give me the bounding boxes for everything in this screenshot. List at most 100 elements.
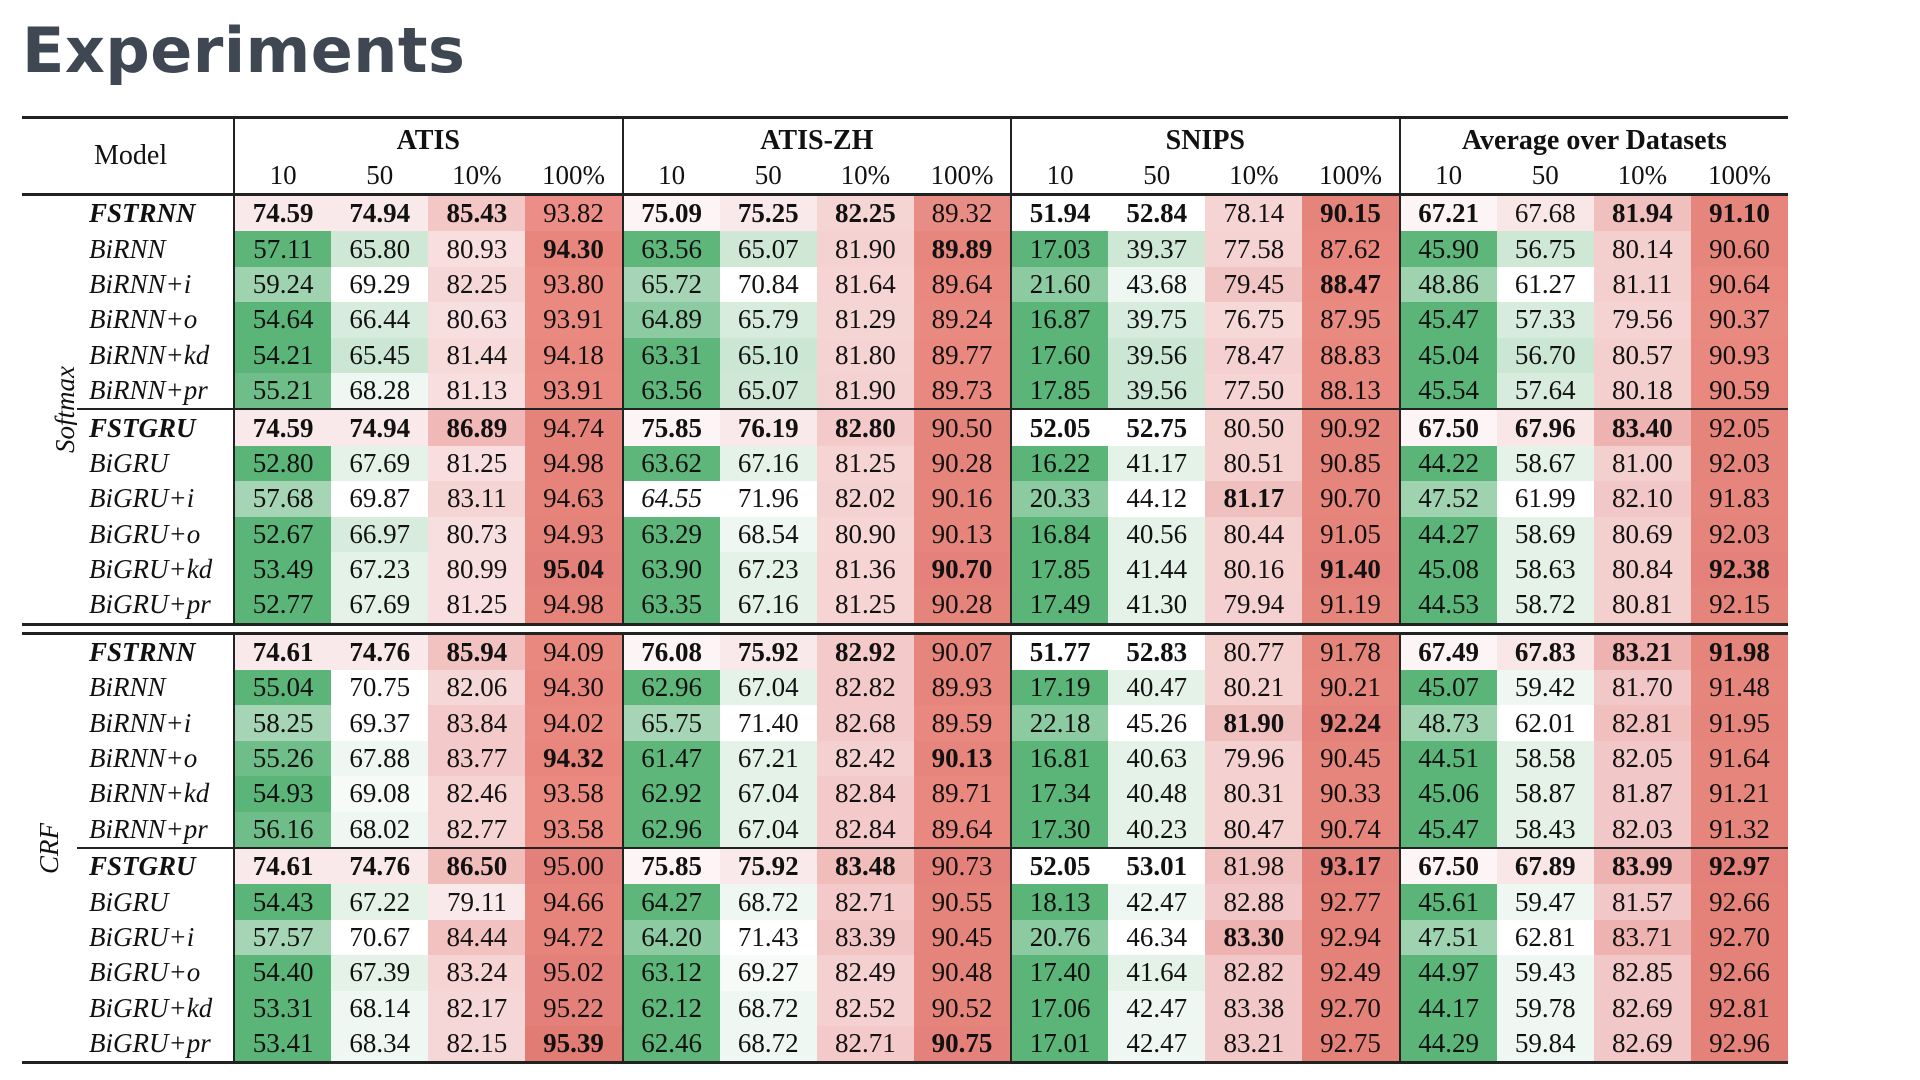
value-cell: 62.81 bbox=[1496, 919, 1594, 956]
value-cell: 69.87 bbox=[331, 481, 429, 517]
table-row: BiGRU+kd 53.49 67.23 80.99 95.04 63.90 67.23 81… bbox=[22, 551, 1789, 588]
value-cell: 44.27 bbox=[1398, 516, 1497, 552]
value-cell: 75.85 bbox=[621, 408, 720, 446]
value-cell: 85.43 bbox=[428, 193, 526, 232]
value-cell: 17.85 bbox=[1010, 551, 1109, 588]
value-cell: 89.24 bbox=[913, 302, 1012, 338]
model-column-header: Model bbox=[22, 116, 235, 196]
value-cell: 93.82 bbox=[525, 193, 623, 232]
value-cell: 94.63 bbox=[525, 481, 623, 517]
group-header: ATIS bbox=[233, 116, 623, 157]
value-cell: 92.97 bbox=[1690, 847, 1789, 885]
value-cell: 68.72 bbox=[719, 990, 817, 1026]
value-cell: 44.97 bbox=[1398, 955, 1497, 991]
value-cell: 81.94 bbox=[1593, 193, 1691, 232]
value-cell: 94.32 bbox=[525, 740, 623, 777]
value-cell: 53.01 bbox=[1108, 847, 1206, 885]
value-cell: 53.31 bbox=[233, 990, 332, 1026]
value-cell: 93.17 bbox=[1302, 847, 1400, 885]
value-cell: 40.47 bbox=[1108, 670, 1206, 706]
value-cell: 45.90 bbox=[1398, 231, 1497, 267]
results-table-container: Model ATIS ATIS-ZH SNIPS Average over Datase… bbox=[22, 116, 1789, 1065]
value-cell: 17.06 bbox=[1010, 990, 1109, 1026]
value-cell: 66.44 bbox=[331, 302, 429, 338]
value-cell: 65.80 bbox=[331, 231, 429, 267]
value-cell: 87.95 bbox=[1302, 302, 1400, 338]
value-cell: 20.33 bbox=[1010, 481, 1109, 517]
value-cell: 94.98 bbox=[525, 587, 623, 626]
value-cell: 81.00 bbox=[1593, 445, 1691, 482]
value-cell: 76.19 bbox=[719, 408, 817, 446]
value-cell: 83.21 bbox=[1593, 631, 1691, 671]
value-cell: 90.93 bbox=[1690, 337, 1789, 373]
value-cell: 94.02 bbox=[525, 705, 623, 741]
value-cell: 89.77 bbox=[913, 337, 1012, 373]
value-cell: 82.85 bbox=[1593, 955, 1691, 991]
value-cell: 48.86 bbox=[1398, 266, 1497, 303]
value-cell: 79.94 bbox=[1205, 587, 1303, 626]
value-cell: 90.07 bbox=[913, 631, 1012, 671]
value-cell: 65.07 bbox=[719, 372, 817, 410]
value-cell: 81.64 bbox=[816, 266, 914, 303]
value-cell: 58.67 bbox=[1496, 445, 1594, 482]
subcolumn-header: 100% bbox=[525, 157, 623, 196]
value-cell: 95.00 bbox=[525, 847, 623, 885]
value-cell: 63.29 bbox=[621, 516, 720, 552]
value-cell: 64.20 bbox=[621, 919, 720, 956]
value-cell: 92.49 bbox=[1302, 955, 1400, 991]
value-cell: 17.03 bbox=[1010, 231, 1109, 267]
value-cell: 58.58 bbox=[1496, 740, 1594, 777]
value-cell: 74.61 bbox=[233, 631, 332, 671]
value-cell: 82.84 bbox=[816, 811, 914, 849]
value-cell: 82.82 bbox=[1205, 955, 1303, 991]
value-cell: 80.77 bbox=[1205, 631, 1303, 671]
subcolumn-header: 10% bbox=[1593, 157, 1691, 196]
model-name: BiRNN+i bbox=[89, 707, 192, 738]
value-cell: 90.28 bbox=[913, 445, 1012, 482]
value-cell: 83.21 bbox=[1205, 1025, 1303, 1065]
value-cell: 69.37 bbox=[331, 705, 429, 741]
value-cell: 58.72 bbox=[1496, 587, 1594, 626]
value-cell: 18.13 bbox=[1010, 884, 1109, 920]
value-cell: 83.48 bbox=[816, 847, 914, 885]
value-cell: 90.64 bbox=[1690, 266, 1789, 303]
value-cell: 54.43 bbox=[233, 884, 332, 920]
value-cell: 45.54 bbox=[1398, 372, 1497, 410]
value-cell: 85.94 bbox=[428, 631, 526, 671]
value-cell: 63.56 bbox=[621, 372, 720, 410]
value-cell: 82.42 bbox=[816, 740, 914, 777]
value-cell: 80.93 bbox=[428, 231, 526, 267]
value-cell: 74.59 bbox=[233, 408, 332, 446]
value-cell: 87.62 bbox=[1302, 231, 1400, 267]
value-cell: 69.29 bbox=[331, 266, 429, 303]
subcolumn-header: 10% bbox=[816, 157, 914, 196]
value-cell: 52.05 bbox=[1010, 847, 1109, 885]
value-cell: 68.72 bbox=[719, 1025, 817, 1065]
value-cell: 92.94 bbox=[1302, 919, 1400, 956]
value-cell: 90.28 bbox=[913, 587, 1012, 626]
value-cell: 80.57 bbox=[1593, 337, 1691, 373]
model-name: BiRNN+pr bbox=[89, 813, 208, 844]
value-cell: 52.83 bbox=[1108, 631, 1206, 671]
value-cell: 67.04 bbox=[719, 811, 817, 849]
value-cell: 92.77 bbox=[1302, 884, 1400, 920]
subcolumn-header: 50 bbox=[331, 157, 429, 196]
value-cell: 67.21 bbox=[719, 740, 817, 777]
value-cell: 90.74 bbox=[1302, 811, 1400, 849]
group-header: SNIPS bbox=[1010, 116, 1400, 157]
value-cell: 70.75 bbox=[331, 670, 429, 706]
value-cell: 94.18 bbox=[525, 337, 623, 373]
value-cell: 52.77 bbox=[233, 587, 332, 626]
value-cell: 67.39 bbox=[331, 955, 429, 991]
value-cell: 90.13 bbox=[913, 740, 1012, 777]
value-cell: 83.30 bbox=[1205, 919, 1303, 956]
value-cell: 39.75 bbox=[1108, 302, 1206, 338]
value-cell: 74.59 bbox=[233, 193, 332, 232]
value-cell: 91.10 bbox=[1690, 193, 1789, 232]
value-cell: 40.48 bbox=[1108, 776, 1206, 812]
value-cell: 67.88 bbox=[331, 740, 429, 777]
value-cell: 67.16 bbox=[719, 587, 817, 626]
value-cell: 45.08 bbox=[1398, 551, 1497, 588]
table-row: FSTGRU 74.59 74.94 86.89 94.74 75.85 76.19 82.8… bbox=[22, 408, 1789, 446]
value-cell: 81.70 bbox=[1593, 670, 1691, 706]
